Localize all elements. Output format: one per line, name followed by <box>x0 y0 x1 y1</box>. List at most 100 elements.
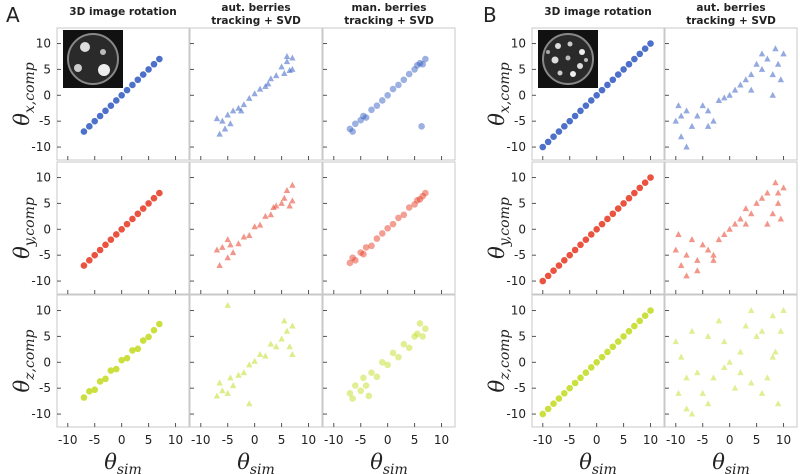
point <box>758 327 766 334</box>
point <box>389 220 397 228</box>
point <box>286 343 293 350</box>
panel-title: tracking + SVD <box>211 15 301 27</box>
axis-label-symbol: θ <box>485 380 509 393</box>
point <box>772 179 779 186</box>
point <box>235 240 242 247</box>
axis-label-subscript: sim <box>592 462 617 474</box>
axis-label: θy,comp <box>485 197 513 259</box>
point <box>224 389 231 396</box>
point <box>405 344 413 352</box>
y-tick-label: 10 <box>36 171 51 185</box>
point <box>758 50 766 57</box>
point <box>289 181 296 188</box>
point <box>780 307 787 314</box>
y-tick-label: 0 <box>43 222 51 236</box>
x-tick-label: -5 <box>89 433 101 447</box>
y-tick-label: -10 <box>31 274 51 288</box>
y-tick-label: -10 <box>31 140 51 154</box>
point <box>555 262 563 269</box>
point <box>145 66 152 73</box>
point <box>726 225 733 232</box>
x-tick-label: 5 <box>411 433 419 447</box>
point <box>150 194 158 202</box>
point <box>677 353 685 360</box>
point <box>273 343 280 350</box>
x-tick-label: 10 <box>168 433 183 447</box>
point <box>400 76 408 84</box>
point <box>672 246 679 253</box>
y-tick-label: -10 <box>31 407 51 421</box>
point <box>672 117 679 124</box>
point <box>726 358 733 365</box>
point <box>145 333 152 341</box>
point <box>86 387 93 395</box>
point <box>378 97 386 104</box>
point <box>240 101 248 108</box>
axis-label-symbol: θ <box>485 246 509 259</box>
point <box>80 128 88 135</box>
point <box>694 112 701 119</box>
point <box>418 123 425 130</box>
point <box>704 246 712 253</box>
point <box>360 250 367 258</box>
point <box>352 120 359 128</box>
point <box>246 232 253 239</box>
point <box>400 211 408 219</box>
point <box>273 72 280 79</box>
point <box>118 356 125 364</box>
point <box>688 327 696 334</box>
point <box>283 52 291 59</box>
x-tick-label: -10 <box>191 433 211 447</box>
point <box>577 107 584 115</box>
point <box>566 251 574 259</box>
y-tick-label: 5 <box>43 329 51 343</box>
x-tick-label: 5 <box>620 433 628 447</box>
point <box>631 322 638 330</box>
axis-label-subscript: z,comp <box>497 329 513 380</box>
point <box>278 63 285 70</box>
point <box>647 174 654 181</box>
point <box>764 374 771 381</box>
point <box>555 128 563 135</box>
point <box>631 55 638 63</box>
point <box>737 81 744 88</box>
point <box>267 211 275 218</box>
point <box>598 220 606 228</box>
point <box>362 244 370 251</box>
point <box>422 325 429 332</box>
point <box>636 317 644 325</box>
x-tick-label: -5 <box>222 433 234 447</box>
point <box>758 389 766 396</box>
point <box>614 71 622 78</box>
point <box>229 107 237 114</box>
point <box>256 351 264 358</box>
point <box>683 107 690 114</box>
axis-label: θy,comp <box>10 197 38 259</box>
point <box>251 223 258 230</box>
point <box>360 374 367 382</box>
point <box>224 111 231 118</box>
point <box>677 112 685 119</box>
point <box>737 348 744 355</box>
point <box>675 230 682 237</box>
point <box>251 90 258 97</box>
point <box>373 235 381 242</box>
point <box>237 107 245 114</box>
point <box>772 348 779 355</box>
point <box>774 400 782 407</box>
point <box>710 256 717 263</box>
point <box>587 97 595 104</box>
point <box>710 374 717 381</box>
point <box>731 384 739 391</box>
plot-frame <box>189 27 323 161</box>
point <box>625 194 633 202</box>
point <box>555 395 563 402</box>
point <box>715 96 723 103</box>
panel-title: aut. berries <box>696 2 765 14</box>
point <box>80 394 88 401</box>
point <box>251 357 258 364</box>
point <box>625 60 633 68</box>
point <box>726 91 733 98</box>
point <box>699 102 706 109</box>
point <box>216 130 223 137</box>
